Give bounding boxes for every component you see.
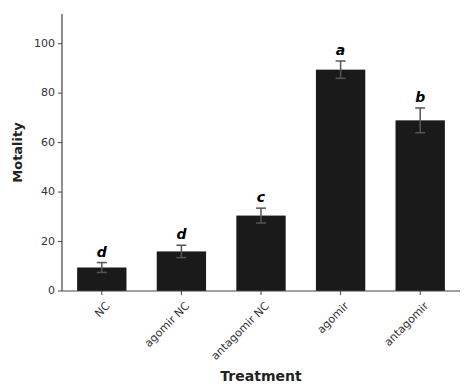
error-stem (340, 61, 342, 78)
error-bar (336, 61, 346, 78)
y-axis-line (61, 14, 62, 291)
y-tick-label: 60 (41, 136, 55, 149)
error-cap (256, 207, 266, 209)
x-tick (420, 291, 421, 295)
x-tick (261, 291, 262, 295)
error-cap (336, 60, 346, 62)
annotation: d (97, 244, 108, 260)
bar (236, 216, 285, 291)
annotation: b (415, 89, 425, 105)
x-axis-label: Treatment (220, 368, 302, 384)
x-tick-label: agomir NC (142, 299, 193, 350)
y-tick-label: 0 (48, 284, 55, 297)
error-cap (97, 262, 107, 264)
y-tick-label: 80 (41, 86, 55, 99)
bar (157, 251, 206, 291)
x-tick-label: NC (92, 299, 113, 320)
error-stem (101, 263, 103, 273)
x-tick-label: antagomir NC (209, 299, 272, 362)
y-tick-label: 20 (41, 235, 55, 248)
error-bar (97, 263, 107, 273)
error-cap (97, 272, 107, 274)
error-stem (181, 245, 183, 257)
chart-svg: 0 20 40 60 80 100 d d c a b NC agomir NC antagomir NC… (0, 0, 474, 391)
annotation: a (336, 42, 345, 58)
bar (396, 120, 445, 291)
y-tick-label: 100 (34, 37, 55, 50)
error-stem (260, 208, 262, 223)
error-cap (256, 222, 266, 224)
chart-container: 0 20 40 60 80 100 d d c a b NC agomir NC antagomir NC… (0, 0, 474, 391)
y-axis-label: Motality (10, 122, 25, 183)
error-cap (336, 78, 346, 80)
error-cap (415, 107, 425, 109)
error-cap (176, 257, 186, 259)
y-tick-label: 40 (41, 185, 55, 198)
error-cap (176, 244, 186, 246)
annotation: d (176, 226, 187, 242)
annotation: c (257, 189, 266, 205)
error-bar (176, 245, 186, 257)
x-tick (101, 291, 102, 295)
error-bar (415, 108, 425, 133)
bars (77, 61, 445, 291)
error-stem (419, 108, 421, 133)
bar (316, 70, 365, 291)
x-tick-label: antagomir (382, 299, 432, 349)
x-tick (340, 291, 341, 295)
x-tick-label: agomir (315, 299, 352, 336)
error-bar (256, 208, 266, 223)
x-tick (181, 291, 182, 295)
error-cap (415, 132, 425, 134)
